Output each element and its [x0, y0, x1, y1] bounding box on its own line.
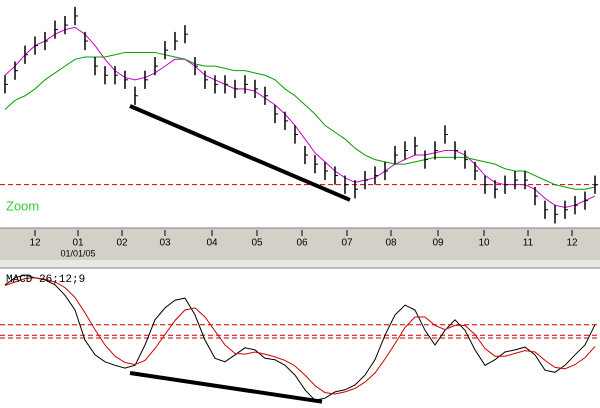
x-tick-label: 03 — [159, 238, 171, 249]
moving-average — [4, 51, 596, 190]
panel-separator — [0, 260, 600, 268]
x-axis-band — [0, 228, 600, 260]
panel-title: MACD 26;12;9 — [6, 274, 85, 286]
macd-line — [4, 274, 596, 401]
macd-line — [4, 277, 596, 395]
x-tick-label: 12 — [29, 238, 41, 249]
x-tick-label: 04 — [206, 238, 218, 249]
x-tick-label: 07 — [341, 238, 353, 249]
x-tick-label: 02 — [116, 238, 128, 249]
x-tick-label: 01 — [72, 238, 84, 249]
x-tick-label: 06 — [296, 238, 308, 249]
x-tick-label: 05 — [251, 238, 263, 249]
trendline — [129, 371, 323, 404]
x-tick-label: 12 — [566, 238, 578, 249]
x-tick-label: 11 — [523, 238, 534, 249]
x-sublabel: 01/01/05 — [60, 248, 95, 258]
annotation: Zoom — [6, 198, 39, 213]
x-tick-label: 09 — [432, 238, 444, 249]
x-tick-label: 10 — [478, 238, 490, 249]
x-tick-label: 08 — [385, 238, 397, 249]
trendline — [129, 104, 351, 202]
